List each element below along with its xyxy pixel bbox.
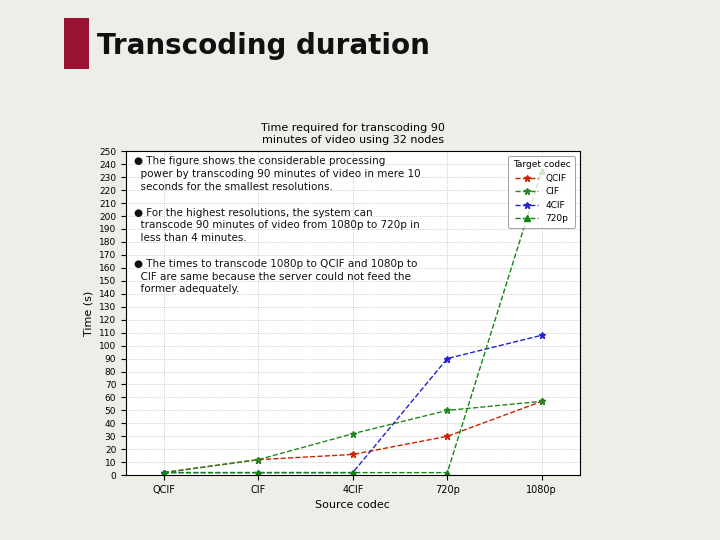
X-axis label: Source codec: Source codec (315, 501, 390, 510)
CIF (537, 398, 546, 404)
4CIF (159, 469, 168, 476)
Bar (63, 18, 89, 69)
4CIF (443, 355, 451, 362)
QCIF (443, 433, 451, 440)
720p (443, 469, 451, 476)
720p (254, 469, 263, 476)
Line: 720p: 720p (161, 167, 545, 476)
Legend: QCIF, CIF, 4CIF, 720p: QCIF, CIF, 4CIF, 720p (508, 156, 575, 228)
Text: Transcoding duration: Transcoding duration (97, 32, 430, 60)
Line: CIF: CIF (161, 398, 545, 476)
CIF (159, 469, 168, 476)
QCIF (159, 469, 168, 476)
CIF (443, 407, 451, 414)
QCIF (348, 451, 357, 458)
QCIF (254, 456, 263, 463)
Line: QCIF: QCIF (161, 398, 545, 476)
720p (348, 469, 357, 476)
4CIF (348, 469, 357, 476)
QCIF (537, 398, 546, 404)
CIF (254, 456, 263, 463)
CIF (348, 430, 357, 437)
Y-axis label: Time (s): Time (s) (84, 291, 94, 336)
Text: ● The figure shows the considerable processing
  power by transcoding 90 minutes: ● The figure shows the considerable proc… (134, 157, 420, 294)
4CIF (537, 332, 546, 339)
Line: 4CIF: 4CIF (161, 332, 545, 476)
720p (537, 167, 546, 174)
720p (159, 469, 168, 476)
Title: Time required for transcoding 90
minutes of video using 32 nodes: Time required for transcoding 90 minutes… (261, 123, 445, 145)
4CIF (254, 469, 263, 476)
